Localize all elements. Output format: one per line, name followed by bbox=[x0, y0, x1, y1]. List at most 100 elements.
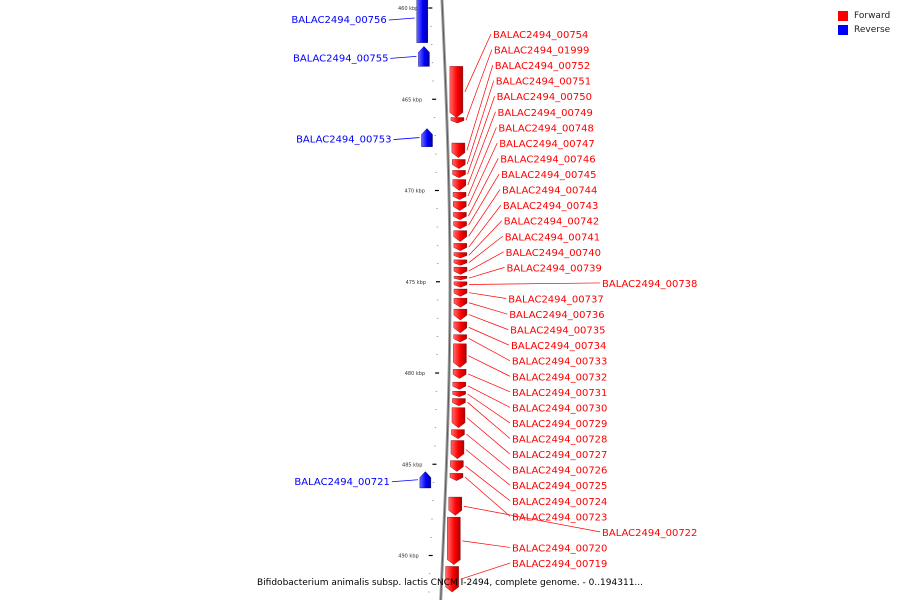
backbone bbox=[439, 0, 452, 600]
forward-gene-arrow bbox=[451, 429, 465, 439]
forward-gene-label: BALAC2494_00743 bbox=[503, 201, 598, 212]
reverse-gene-label: BALAC2494_00753 bbox=[296, 135, 391, 146]
forward-gene-arrow bbox=[453, 266, 468, 275]
tick-label: 490 kbp bbox=[398, 554, 418, 560]
legend: Forward Reverse bbox=[838, 9, 890, 37]
forward-gene-label: BALAC2494_00728 bbox=[512, 435, 607, 446]
forward-gene-arrow bbox=[451, 407, 466, 429]
forward-gene-leader bbox=[468, 189, 501, 237]
forward-gene-leader bbox=[468, 251, 504, 272]
reverse-gene-leader bbox=[393, 137, 420, 140]
forward-gene-leader bbox=[468, 158, 499, 217]
forward-swatch bbox=[838, 11, 848, 21]
forward-gene-label: BALAC2494_00726 bbox=[512, 466, 607, 477]
forward-gene-arrow bbox=[445, 566, 459, 593]
forward-gene-arrow bbox=[450, 440, 465, 460]
backbone-core bbox=[440, 0, 451, 600]
forward-gene-label: BALAC2494_00730 bbox=[512, 403, 607, 414]
forward-gene-arrow bbox=[452, 369, 467, 379]
forward-gene-arrow bbox=[453, 276, 468, 281]
forward-gene-leader bbox=[467, 401, 511, 439]
forward-gene-arrow bbox=[453, 308, 468, 321]
forward-gene-label: BALAC2494_00731 bbox=[512, 388, 607, 399]
forward-gene-label: BALAC2494_00725 bbox=[512, 481, 607, 492]
forward-gene-leader bbox=[467, 393, 511, 424]
forward-gene-arrow bbox=[453, 201, 467, 211]
reverse-gene-arrow bbox=[421, 128, 433, 147]
forward-gene-label: BALAC2494_00746 bbox=[500, 154, 595, 165]
forward-gene-leader bbox=[467, 96, 495, 175]
forward-gene-leader bbox=[468, 235, 503, 263]
forward-gene-leader bbox=[468, 338, 511, 362]
forward-gene-arrow bbox=[453, 259, 468, 266]
forward-gene-leader bbox=[464, 33, 492, 93]
forward-gene-arrow bbox=[453, 343, 467, 368]
legend-label-reverse: Reverse bbox=[854, 25, 891, 35]
forward-gene-arrow bbox=[453, 297, 468, 308]
forward-gene-leader bbox=[468, 327, 510, 346]
forward-gene-label: BALAC2494_00727 bbox=[512, 450, 607, 461]
forward-gene-leader bbox=[467, 373, 511, 393]
forward-gene-label: BALAC2494_00752 bbox=[495, 61, 590, 72]
forward-gene-label: BALAC2494_00741 bbox=[505, 232, 600, 243]
forward-gene-label: BALAC2494_00751 bbox=[496, 77, 591, 88]
forward-gene-leader bbox=[467, 385, 511, 408]
forward-gene-label: BALAC2494_00720 bbox=[512, 543, 607, 554]
forward-gene-arrow bbox=[452, 179, 467, 191]
forward-gene-leader bbox=[465, 49, 493, 121]
reverse-gene-label: BALAC2494_00756 bbox=[291, 15, 386, 26]
tick-label: 460 kbp bbox=[398, 6, 418, 12]
forward-gene-arrow bbox=[453, 221, 467, 230]
legend-label-forward: Forward bbox=[854, 11, 891, 21]
forward-gene-label: BALAC2494_00735 bbox=[510, 326, 605, 337]
forward-gene-leader bbox=[463, 505, 601, 533]
reverse-gene-label: BALAC2494_00755 bbox=[293, 53, 388, 64]
reverse-gene-leader bbox=[388, 17, 415, 21]
reverse-gene-leader bbox=[390, 55, 417, 59]
reverse-gene-arrow bbox=[418, 46, 430, 67]
forward-gene-arrow bbox=[452, 170, 466, 178]
reverse-swatch bbox=[838, 25, 848, 35]
forward-gene-arrow bbox=[453, 252, 468, 259]
tick-label: 470 kbp bbox=[405, 189, 425, 195]
forward-gene-leader bbox=[468, 302, 508, 315]
forward-gene-arrow bbox=[452, 391, 466, 397]
forward-gene-arrow bbox=[453, 212, 467, 220]
forward-gene-label: BALAC2494_00737 bbox=[508, 295, 603, 306]
forward-gene-label: BALAC2494_00736 bbox=[509, 310, 604, 321]
forward-gene-arrow bbox=[453, 321, 467, 334]
forward-gene-label: BALAC2494_00729 bbox=[512, 419, 607, 430]
forward-gene-leader bbox=[468, 282, 601, 285]
forward-gene-label: BALAC2494_00745 bbox=[501, 170, 596, 181]
forward-gene-label: BALAC2494_00733 bbox=[512, 357, 607, 368]
forward-gene-leader bbox=[468, 173, 500, 226]
forward-gene-leader bbox=[467, 127, 497, 197]
reverse-gene-leader bbox=[391, 479, 418, 483]
forward-gene-label: BALAC2494_00739 bbox=[507, 263, 602, 274]
forward-gene-label: BALAC2494_00740 bbox=[506, 248, 601, 259]
forward-gene-label: BALAC2494_00719 bbox=[512, 559, 607, 570]
forward-gene-arrow bbox=[449, 66, 464, 118]
forward-gene-leader bbox=[466, 433, 511, 470]
reverse-gene-label: BALAC2494_00721 bbox=[294, 477, 389, 488]
forward-gene-arrow bbox=[448, 496, 462, 516]
legend-item-forward: Forward bbox=[838, 9, 890, 23]
legend-item-reverse: Reverse bbox=[838, 23, 890, 37]
forward-gene-label: BALAC2494_00722 bbox=[602, 528, 697, 539]
tick-label: 465 kbp bbox=[402, 97, 422, 103]
reverse-gene-arrow bbox=[419, 471, 432, 489]
forward-gene-arrow bbox=[453, 288, 468, 297]
forward-gene-label: BALAC2494_00723 bbox=[512, 512, 607, 523]
forward-gene-label: BALAC2494_01999 bbox=[494, 46, 589, 57]
forward-gene-arrow bbox=[451, 142, 466, 158]
forward-gene-arrow bbox=[453, 243, 468, 251]
reverse-gene-arrow bbox=[416, 0, 428, 43]
forward-gene-leader bbox=[465, 465, 511, 502]
forward-gene-arrow bbox=[447, 516, 461, 565]
forward-gene-label: BALAC2494_00732 bbox=[512, 372, 607, 383]
forward-gene-label: BALAC2494_00747 bbox=[499, 139, 594, 150]
forward-gene-leader bbox=[468, 267, 505, 279]
forward-gene-label: BALAC2494_00724 bbox=[512, 497, 607, 508]
forward-gene-arrow bbox=[452, 192, 467, 200]
